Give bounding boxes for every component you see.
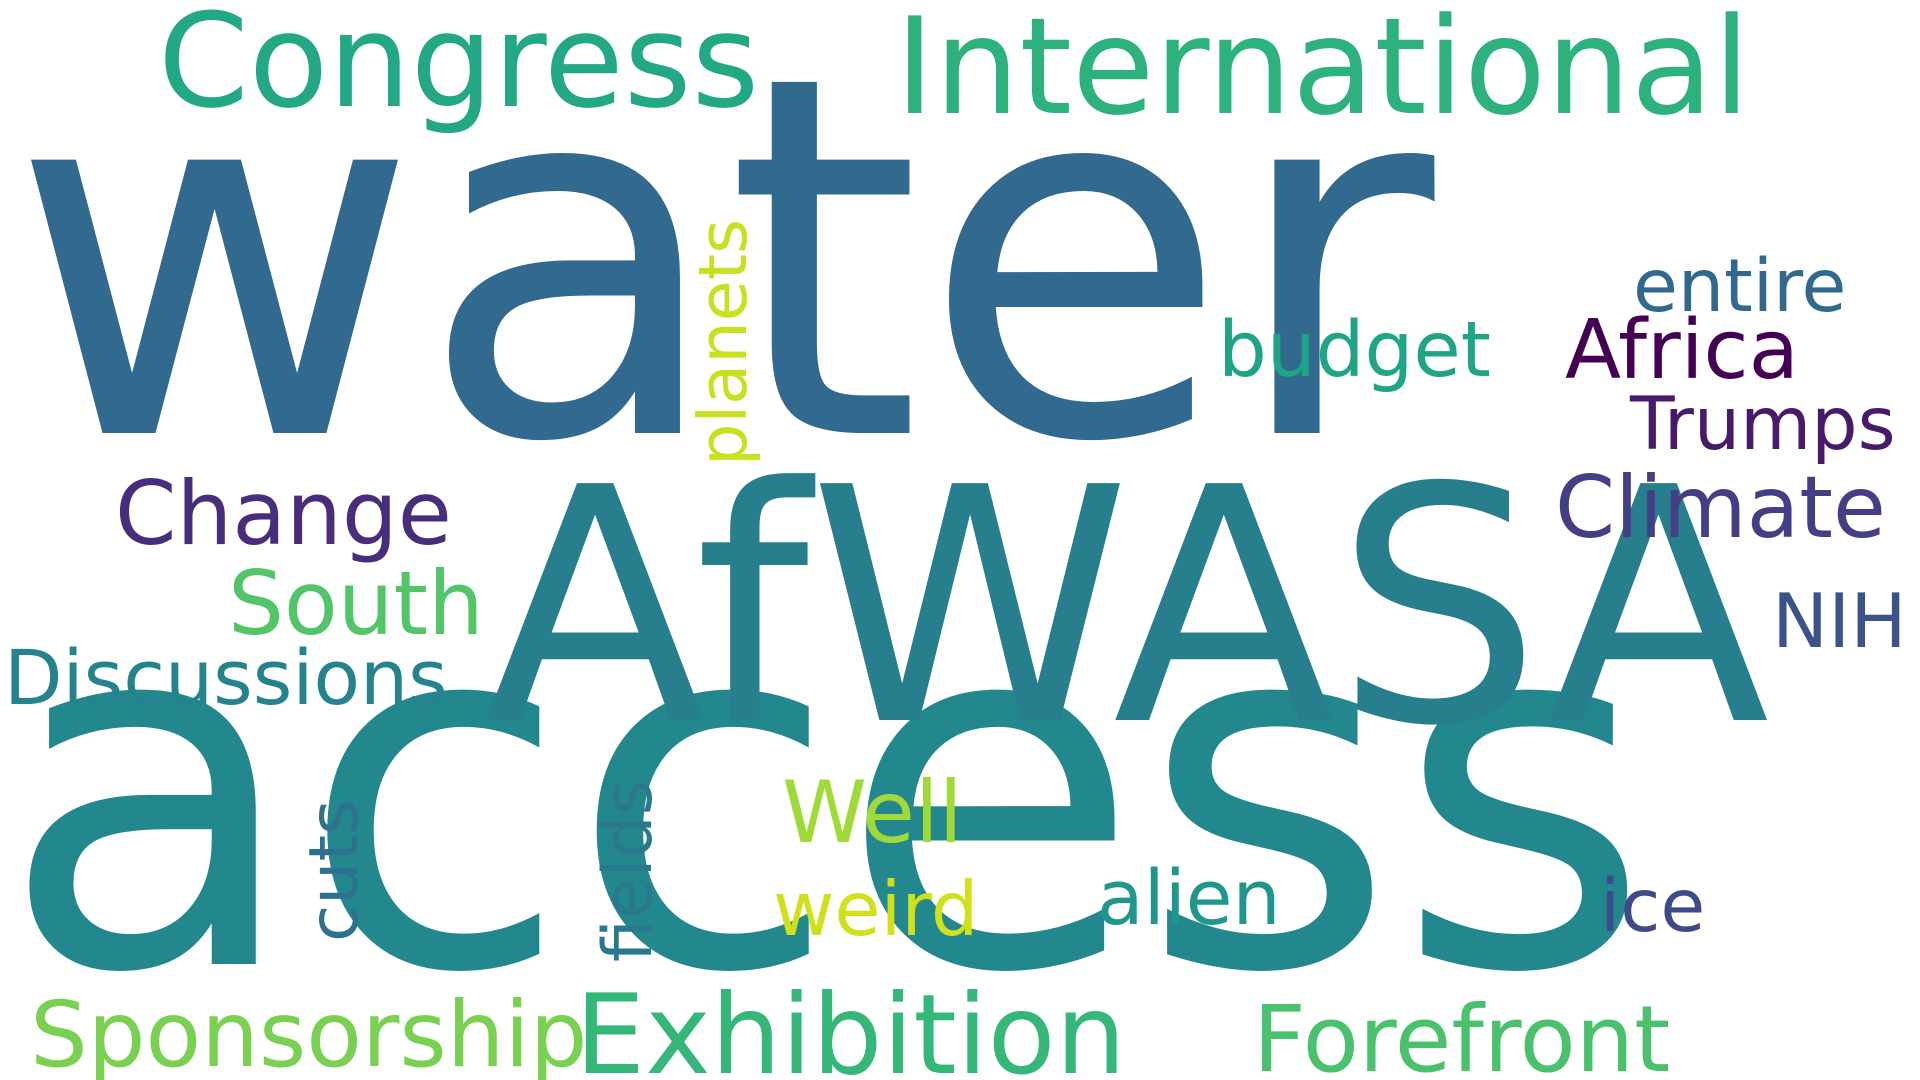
word-entire: entire bbox=[1633, 244, 1847, 329]
word-exhibition: Exhibition bbox=[575, 971, 1126, 1080]
word-afwasa: AfWASA bbox=[484, 418, 1770, 797]
word-international: International bbox=[895, 0, 1751, 145]
word-climate: Climate bbox=[1555, 458, 1886, 558]
word-trumps: Trumps bbox=[1630, 382, 1896, 467]
word-well: Well bbox=[782, 763, 963, 863]
word-access: access bbox=[0, 509, 1652, 1080]
word-nih: NIH bbox=[1772, 577, 1907, 665]
word-ice: ice bbox=[1600, 864, 1706, 949]
word-weird: weird bbox=[773, 865, 979, 953]
word-south: South bbox=[228, 552, 484, 655]
word-forefront: Forefront bbox=[1253, 986, 1671, 1080]
word-cuts: cuts bbox=[295, 799, 374, 942]
word-sponsorship: Sponsorship bbox=[30, 983, 588, 1080]
word-africa: Africa bbox=[1565, 303, 1799, 398]
word-fields: fields bbox=[589, 779, 668, 962]
word-congress: Congress bbox=[158, 0, 760, 137]
word-discussions: Discussions bbox=[4, 633, 448, 722]
word-change: Change bbox=[115, 462, 452, 565]
word-planets: planets bbox=[684, 218, 762, 466]
word-budget: budget bbox=[1218, 306, 1491, 395]
word-water: water bbox=[10, 0, 1435, 551]
word-alien: alien bbox=[1097, 853, 1281, 942]
